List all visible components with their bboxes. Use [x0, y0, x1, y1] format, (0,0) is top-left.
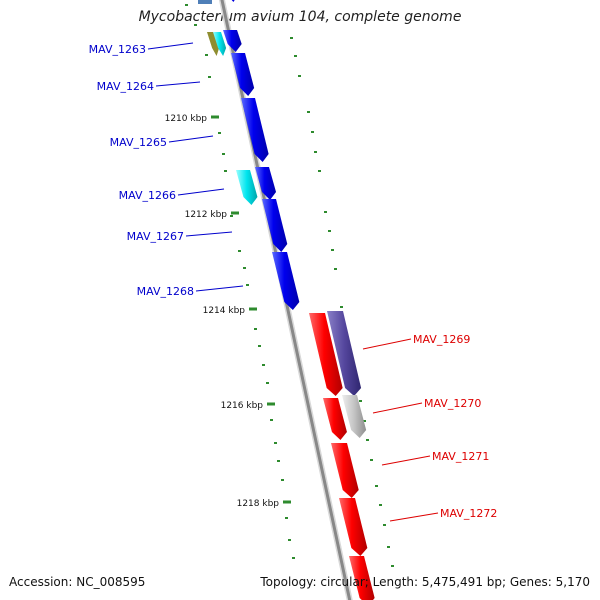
- accession-text: Accession: NC_008595: [9, 575, 146, 589]
- gene-label-leader: [381, 455, 431, 466]
- gene-arrow[interactable]: [207, 32, 220, 56]
- gene-label-leader: [168, 135, 214, 143]
- gene-arrow[interactable]: [255, 167, 277, 200]
- gene-arrow[interactable]: [349, 556, 375, 600]
- gene-arrow[interactable]: [342, 395, 367, 438]
- gene-label-mav_1268[interactable]: MAV_1268: [137, 285, 194, 298]
- kbp-tick-label: 1210 kbp: [165, 114, 208, 124]
- gene-arrow[interactable]: [231, 53, 255, 96]
- gene-label-mav_1270[interactable]: MAV_1270: [424, 397, 481, 410]
- gene-arrow[interactable]: [309, 313, 343, 396]
- gene-label-leader: [362, 338, 412, 350]
- gene-arrow[interactable]: [223, 30, 242, 52]
- gene-arrow[interactable]: [272, 252, 300, 310]
- gene-label-mav_1265[interactable]: MAV_1265: [110, 136, 167, 149]
- gene-label-leader: [177, 188, 225, 196]
- gene-label-mav_1264[interactable]: MAV_1264: [97, 80, 154, 93]
- gene-arrow[interactable]: [327, 311, 362, 396]
- gene-label-leader: [147, 42, 194, 50]
- gene-label-mav_1266[interactable]: MAV_1266: [119, 189, 176, 202]
- kbp-tick-label: 1216 kbp: [221, 401, 264, 411]
- kbp-tick-label: 1212 kbp: [185, 210, 228, 220]
- gene-label-mav_1263[interactable]: MAV_1263: [89, 43, 146, 56]
- gene-arrow[interactable]: [198, 0, 212, 4]
- gene-label-leader: [372, 402, 423, 414]
- gene-label-leader: [155, 81, 201, 87]
- gene-label-leader: [195, 285, 244, 292]
- gene-label-leader: [389, 512, 439, 522]
- gene-label-leader: [185, 231, 233, 237]
- kbp-tick-label: 1214 kbp: [203, 306, 246, 316]
- gene-arrow[interactable]: [262, 199, 288, 252]
- gene-arrow[interactable]: [331, 443, 359, 498]
- map-title: Mycobacterium avium 104, complete genome: [138, 9, 462, 25]
- gene-arrow[interactable]: [323, 398, 347, 440]
- genome-summary-text: Topology: circular; Length: 5,475,491 bp…: [260, 575, 590, 589]
- gene-label-mav_1267[interactable]: MAV_1267: [127, 230, 184, 243]
- gene-label-mav_1269[interactable]: MAV_1269: [413, 333, 470, 346]
- gene-arrow[interactable]: [226, 0, 238, 2]
- gene-arrow[interactable]: [339, 498, 368, 556]
- kbp-tick-label: 1218 kbp: [237, 499, 280, 509]
- gene-label-mav_1271[interactable]: MAV_1271: [432, 450, 489, 463]
- gene-arrow[interactable]: [236, 170, 258, 205]
- gene-arrow[interactable]: [241, 98, 269, 162]
- gene-label-mav_1272[interactable]: MAV_1272: [440, 507, 497, 520]
- gene-arrow[interactable]: [213, 32, 227, 56]
